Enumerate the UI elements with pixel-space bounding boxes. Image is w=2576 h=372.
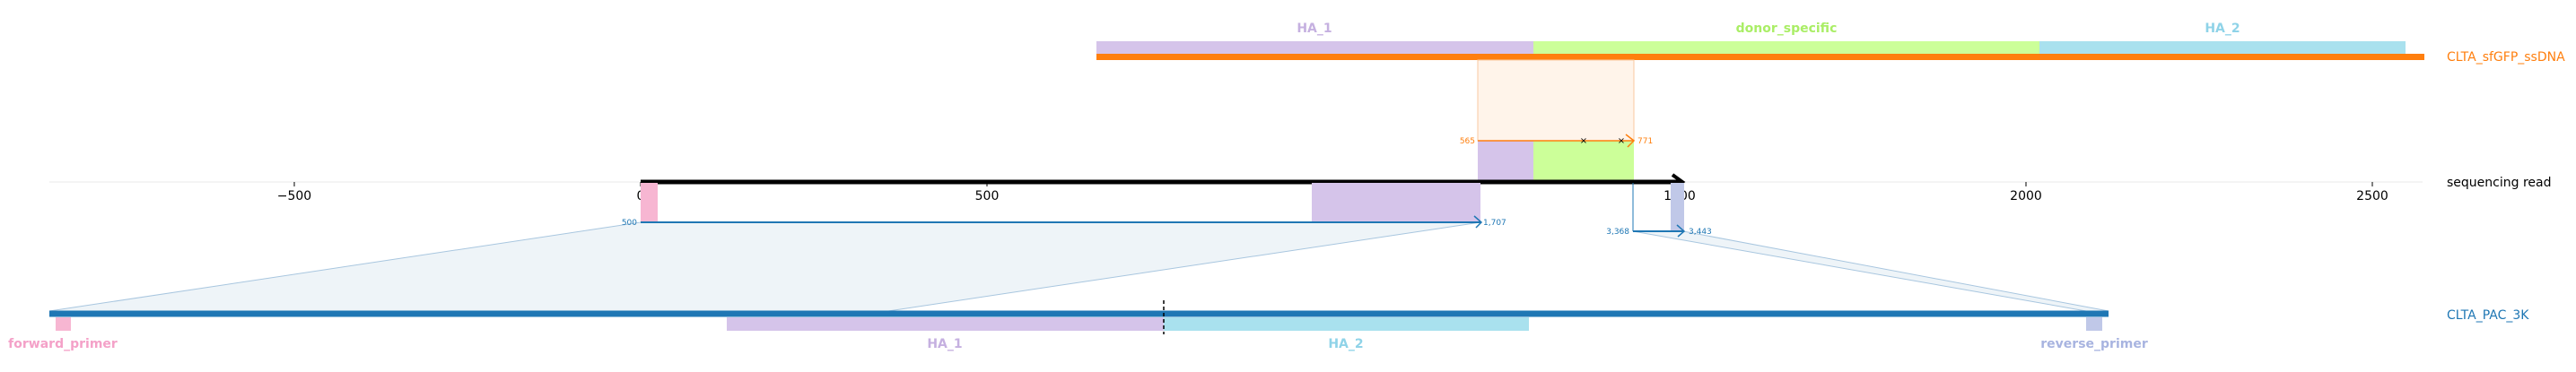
read-ha1-segment	[1312, 183, 1480, 222]
donor-alignment-start-label: 565	[1460, 137, 1475, 146]
reference-alignment-1: 500 1,707	[48, 183, 1506, 312]
reference-alignment-1-projection	[48, 221, 1481, 312]
donor-alignment-end-label: 771	[1637, 137, 1653, 146]
read-axis-tick-label: 2500	[2356, 189, 2388, 203]
reference-feature-ha1	[727, 317, 1164, 331]
reference-feature-ha2	[1164, 317, 1529, 331]
reference-feature-reverse-primer	[2086, 317, 2102, 331]
donor-feature-label-ha2: HA_2	[2205, 22, 2240, 36]
read-axis-tick-label: 2000	[2010, 189, 2042, 203]
donor-feature-ha2	[2039, 41, 2406, 55]
donor-mismatch-marker: ×	[1580, 136, 1587, 146]
donor-mismatch-marker: ×	[1618, 136, 1625, 146]
read-axis-tick-label: −500	[277, 189, 311, 203]
donor-track: HA_1 donor_specific HA_2 CLTA_sfGFP_ssDN…	[1096, 22, 2565, 65]
donor-alignment: × × 565 771	[1460, 59, 1653, 181]
donor-feature-donor-specific	[1533, 41, 2039, 55]
donor-line	[1096, 54, 2424, 60]
read-name: sequencing read	[2447, 176, 2551, 190]
read-forward-primer-segment	[641, 183, 658, 222]
reference-alignment-2-start-label: 3,368	[1606, 228, 1629, 237]
reference-track: forward_primer HA_1 HA_2 reverse_primer …	[8, 300, 2529, 351]
donor-projection-area	[1477, 59, 1635, 142]
reference-feature-label-forward-primer: forward_primer	[8, 337, 118, 351]
reference-alignment-1-arrowhead	[1473, 215, 1483, 229]
reference-alignment-2: 3,368 3,443	[1606, 183, 2109, 312]
reference-alignment-1-end-label: 1,707	[1483, 219, 1506, 228]
reference-name: CLTA_PAC_3K	[2447, 308, 2529, 323]
reference-alignment-1-start-label: 500	[622, 219, 637, 228]
donor-feature-label-ha1: HA_1	[1297, 22, 1332, 36]
reference-alignment-2-projection	[1632, 230, 2109, 312]
donor-feature-label-donor-specific: donor_specific	[1736, 22, 1838, 36]
reference-feature-forward-primer	[56, 317, 71, 331]
read-track: −50005001000150020002500 sequencing read	[49, 173, 2551, 203]
read-donor-ha1-segment	[1478, 141, 1533, 181]
reference-feature-label-reverse-primer: reverse_primer	[2040, 337, 2148, 351]
donor-feature-ha1	[1096, 41, 1533, 55]
read-donor-specific-segment	[1533, 141, 1634, 181]
reference-alignment-2-arrowhead	[1676, 224, 1686, 238]
read-reverse-primer-segment	[1671, 183, 1684, 231]
donor-name: CLTA_sfGFP_ssDNA	[2447, 50, 2565, 65]
reference-feature-label-ha1: HA_1	[927, 337, 962, 351]
reference-alignment-2-end-label: 3,443	[1689, 228, 1712, 237]
reference-feature-label-ha2: HA_2	[1328, 337, 1363, 351]
read-axis-tick-label: 500	[975, 189, 1000, 203]
donor-alignment-arrowhead	[1625, 134, 1636, 148]
